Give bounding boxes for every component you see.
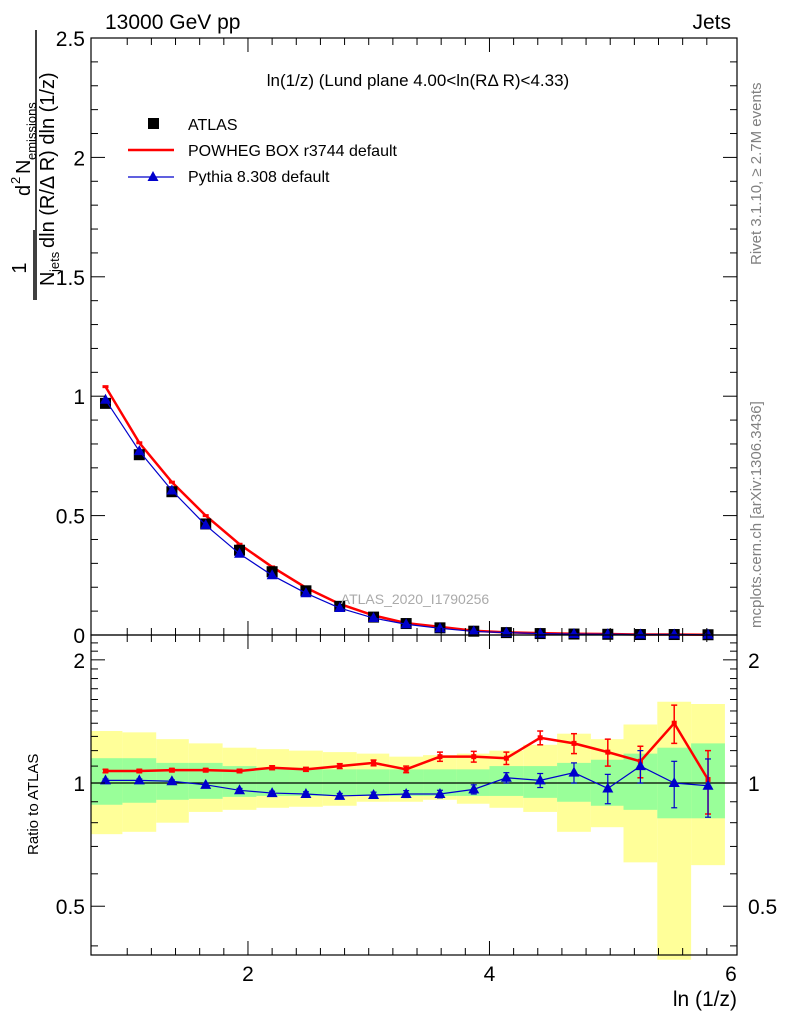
pythia-point — [400, 618, 412, 629]
ratio-pythia-point — [234, 784, 246, 795]
legend-powheg-label: POWHEG BOX r3744 default — [188, 143, 398, 160]
main-ytick-label: 1 — [73, 386, 85, 409]
ratio-xtick-label: 4 — [484, 963, 496, 986]
x-axis-title: ln (1/z) — [673, 988, 737, 1011]
pythia-point — [634, 628, 646, 639]
ratio-pythia-point — [434, 788, 446, 799]
pythia-point — [166, 484, 178, 495]
watermark: ATLAS_2020_I1790256 — [341, 591, 490, 607]
ratio-pythia-point — [602, 782, 614, 793]
ratio-powheg-point — [269, 765, 275, 771]
ratio-powheg-point — [403, 766, 409, 772]
ratio-powheg-point — [136, 768, 142, 774]
main-ytick-label: 2.5 — [56, 28, 85, 51]
pythia-point — [133, 445, 145, 456]
ratio-xtick-label: 2 — [242, 963, 254, 986]
main-ytick-label: 2 — [73, 147, 85, 170]
ratio-pythia-point — [534, 774, 546, 785]
pythia-point — [468, 625, 480, 636]
ratio-xtick-label: 6 — [725, 963, 737, 986]
pythia-point — [434, 622, 446, 633]
ratio-pythia-point — [300, 788, 312, 799]
pythia-point — [368, 612, 380, 623]
ratio-powheg-point — [337, 763, 343, 769]
ratio-pythia-point — [166, 775, 178, 786]
ratio-pythia-point — [133, 774, 145, 785]
pythia-point — [702, 628, 714, 639]
ratio-pythia-point — [400, 788, 412, 799]
ratio-frame — [90, 634, 738, 956]
plot-title: ln(1/z) (Lund plane 4.00<ln(RΔ R)<4.33) — [267, 71, 569, 90]
ratio-powheg-point — [471, 754, 477, 760]
legend-pythia-marker — [147, 171, 159, 181]
ylabel-njets-sub: jets — [47, 251, 62, 273]
ratio-powheg-point — [671, 720, 677, 726]
mcplots-label: mcplots.cern.ch [arXiv:1306.3436] — [748, 401, 765, 628]
legend-pythia-label: Pythia 8.308 default — [188, 169, 330, 186]
ratio-powheg-point — [571, 740, 577, 746]
ratio-powheg-point — [371, 760, 377, 766]
ratio-ytick-label-right: 2 — [748, 650, 760, 673]
ratio-pythia-point — [368, 788, 380, 799]
main-ytick-label: 1.5 — [56, 267, 85, 290]
ratio-powheg-point — [169, 767, 175, 773]
band-outer — [657, 701, 692, 960]
ratio-pythia-point — [500, 771, 512, 782]
ylabel-nemis: N — [13, 160, 35, 174]
ylabel-one: 1 — [9, 262, 31, 273]
ratio-ytick-label: 1 — [73, 773, 85, 796]
ratio-ytick-label: 2 — [73, 650, 85, 673]
ratio-y-axis-title: Ratio to ATLAS — [25, 754, 42, 855]
ratio-pythia-point — [266, 787, 278, 798]
pythia-point — [668, 628, 680, 639]
ratio-powheg-point — [102, 768, 108, 774]
ratio-pythia-point — [702, 779, 714, 790]
ratio-powheg-point — [437, 754, 443, 760]
pythia-point — [200, 519, 212, 530]
ratio-powheg-point — [537, 735, 543, 741]
header-left: 13000 GeV pp — [105, 11, 240, 34]
ratio-pythia-point — [634, 760, 646, 771]
pythia-point — [234, 547, 246, 558]
ratio-pythia-point — [99, 774, 111, 785]
ratio-pythia-point — [468, 783, 480, 794]
ratio-ytick-label-right: 0.5 — [748, 896, 777, 919]
pythia-point — [334, 602, 346, 613]
ylabel-exp: 2 — [8, 177, 23, 184]
ratio-pythia-point — [200, 778, 212, 789]
pythia-point — [500, 626, 512, 637]
ratio-powheg-point — [303, 766, 309, 772]
header-right: Jets — [692, 11, 731, 34]
ratio-powheg-point — [237, 768, 243, 774]
ratio-pythia-point — [334, 789, 346, 800]
ratio-ytick-label-right: 1 — [748, 773, 760, 796]
main-ytick-label: 0.5 — [56, 506, 85, 529]
pythia-point — [266, 569, 278, 580]
ratio-powheg-point — [503, 755, 509, 761]
ratio-panel: 0.5 1 2 0.5 1 2 2 4 6ln (1/z) Ratio to ATLAS — [25, 634, 777, 1011]
main-panel: 0 0.5 1 1.5 2 2.5 ln(1/z) (Lund plane 4.00<ln(… — [8, 28, 738, 648]
legend-atlas-marker — [148, 118, 159, 129]
rivet-label: Rivet 3.1.10, ≥ 2.7M events — [748, 83, 765, 266]
legend-atlas-label: ATLAS — [188, 117, 238, 134]
ylabel-d: d — [13, 185, 35, 196]
pythia-point — [99, 393, 111, 404]
main-ytick-label: 0 — [73, 625, 85, 648]
ratio-powheg-point — [605, 749, 611, 755]
ratio-pythia-point — [668, 777, 680, 788]
ylabel-nemis-sub: emissions — [24, 102, 39, 160]
ratio-ytick-label: 0.5 — [56, 896, 85, 919]
ylabel-njets: N — [37, 272, 59, 286]
ratio-pythia-point — [568, 766, 580, 777]
pythia-point — [300, 587, 312, 598]
ratio-powheg-point — [203, 767, 209, 773]
legend: ATLAS POWHEG BOX r3744 default Pythia 8.30… — [128, 117, 398, 186]
ylabel-denominator: dln (R/Δ R) dln (1/z) — [37, 72, 59, 248]
